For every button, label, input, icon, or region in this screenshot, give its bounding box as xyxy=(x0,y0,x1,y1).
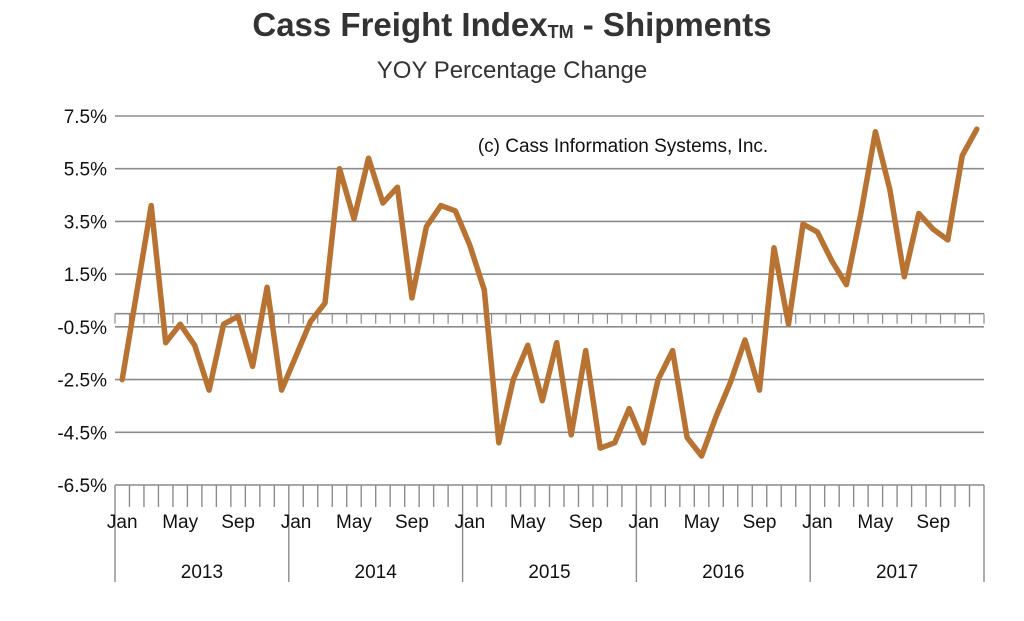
y-axis-ticks: 7.5% 5.5% 3.5% 1.5% -0.5% -2.5% -4.5% -6.5% xyxy=(57,107,107,497)
x-month-label: Jan xyxy=(281,512,312,533)
x-month-label: Sep xyxy=(221,512,255,533)
chart-title-main: Cass Freight Index xyxy=(252,6,548,43)
y-tick-label: -6.5% xyxy=(57,476,107,497)
x-year-label: 2016 xyxy=(702,562,744,583)
x-month-label: May xyxy=(162,512,198,533)
chart-title-trademark: TM xyxy=(548,22,574,42)
x-month-label: Sep xyxy=(395,512,429,533)
x-month-label: May xyxy=(684,512,720,533)
x-month-label: Jan xyxy=(107,512,138,533)
chart-title: Cass Freight IndexTM - Shipments xyxy=(252,6,771,43)
x-year-label: 2017 xyxy=(876,562,918,583)
x-year-label: 2013 xyxy=(181,562,223,583)
x-month-label: Sep xyxy=(743,512,777,533)
x-month-label: May xyxy=(857,512,893,533)
copyright-annotation: (c) Cass Information Systems, Inc. xyxy=(478,136,768,157)
y-tick-label: 7.5% xyxy=(64,107,107,128)
y-tick-label: 3.5% xyxy=(64,212,107,233)
y-tick-label: -4.5% xyxy=(57,423,107,444)
x-month-label: May xyxy=(510,512,546,533)
y-tick-label: -2.5% xyxy=(57,371,107,392)
series-layer xyxy=(119,126,980,459)
y-tick-label: -0.5% xyxy=(57,318,107,339)
x-axis: Jan May Sep 2013 Jan May Sep 2014 Jan May Sep 2015 J… xyxy=(107,485,985,583)
x-month-label: Sep xyxy=(916,512,950,533)
x-month-label: Jan xyxy=(455,512,486,533)
gridlines xyxy=(114,115,985,486)
y-tick-label: 5.5% xyxy=(64,160,107,181)
x-month-label: Jan xyxy=(628,512,659,533)
chart-subtitle: YOY Percentage Change xyxy=(377,57,647,84)
chart-title-rest: - Shipments xyxy=(574,6,772,43)
x-year-label: 2014 xyxy=(355,562,398,583)
x-month-label: Sep xyxy=(569,512,603,533)
x-year-label: 2015 xyxy=(528,562,570,583)
y-tick-label: 1.5% xyxy=(64,265,107,286)
series-line xyxy=(119,126,980,459)
x-month-label: May xyxy=(336,512,372,533)
x-month-label: Jan xyxy=(802,512,833,533)
